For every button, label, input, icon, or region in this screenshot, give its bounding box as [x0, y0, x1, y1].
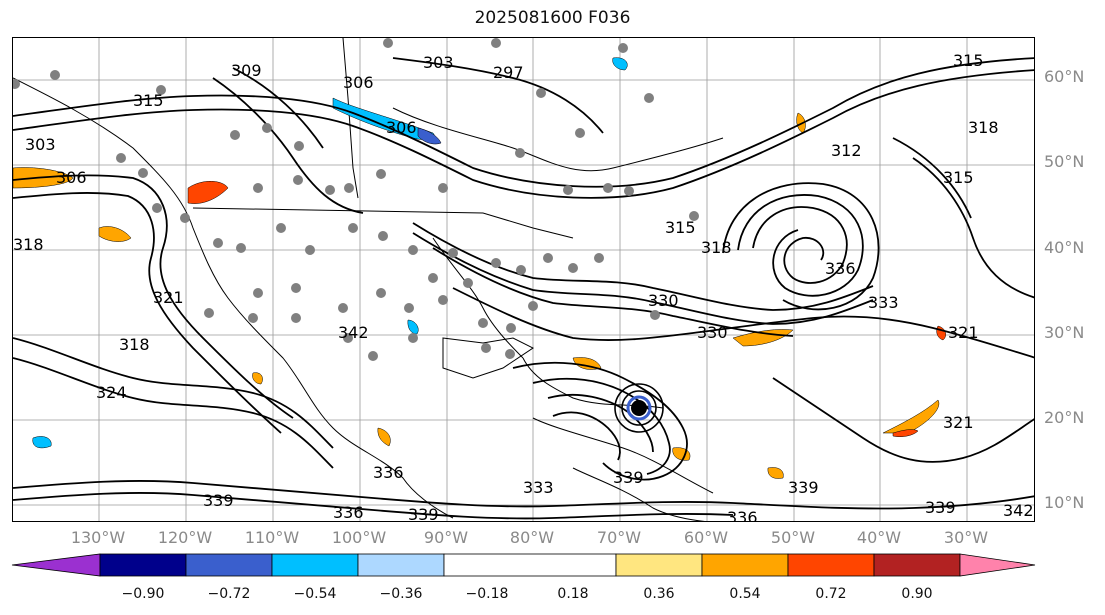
lon-label-120w: 120°W	[157, 528, 213, 547]
colorbar-tick: 0.72	[815, 586, 847, 602]
contour-label: 336	[825, 259, 856, 278]
colorbar-tick: 0.90	[901, 586, 933, 602]
colorbar-bin	[873, 553, 961, 577]
contour-label: 312	[831, 141, 862, 160]
colorbar-bin	[271, 553, 359, 577]
lon-label-80w: 80°W	[509, 528, 555, 547]
contour-label: 303	[423, 53, 454, 72]
contour-label: 330	[648, 291, 679, 310]
contour-labels: 303 306 309 315 303 306 306 297 315 318 …	[13, 51, 1034, 522]
contour-label: 342	[338, 323, 369, 342]
contour-label: 333	[868, 293, 899, 312]
contour-label: 321	[943, 413, 974, 432]
tropical-cyclone	[614, 383, 664, 433]
colorbar-bin	[615, 553, 703, 577]
contour-label: 315	[665, 218, 696, 237]
colorbar-tick: −0.54	[293, 586, 337, 602]
contour-label: 339	[203, 491, 234, 510]
contour-label: 318	[968, 118, 999, 137]
lon-label-60w: 60°W	[683, 528, 729, 547]
colorbar-bin	[185, 553, 273, 577]
colorbar-tick: −0.36	[379, 586, 423, 602]
map-plot: 303 306 309 315 303 306 306 297 315 318 …	[13, 38, 1034, 522]
contour-label: 339	[613, 468, 644, 487]
lon-label-110w: 110°W	[244, 528, 300, 547]
lon-label-30w: 30°W	[943, 528, 989, 547]
map-title: 2025081600 F036	[474, 8, 631, 28]
colorbar-bin	[701, 553, 789, 577]
lat-label-50n: 50°N	[1044, 152, 1085, 171]
lon-label-40w: 40°W	[856, 528, 902, 547]
contour-label: 336	[333, 503, 364, 522]
contour-label: 339	[408, 505, 439, 522]
contour-label: 306	[386, 118, 417, 137]
lon-label-100w: 100°W	[331, 528, 387, 547]
lon-label-90w: 90°W	[423, 528, 469, 547]
contour-label: 321	[948, 323, 979, 342]
lat-label-10n: 10°N	[1044, 493, 1085, 512]
colorbar-tick: 0.18	[557, 586, 589, 602]
contour-label: 306	[343, 73, 374, 92]
contour-label: 324	[96, 383, 127, 402]
colorbar-tick: −0.90	[121, 586, 165, 602]
contour-label: 315	[133, 91, 164, 110]
contour-label: 333	[523, 478, 554, 497]
colorbar-bin	[443, 553, 617, 577]
contour-label: 315	[953, 51, 984, 70]
lon-label-70w: 70°W	[596, 528, 642, 547]
contour-label: 339	[788, 478, 819, 497]
contour-label: 339	[925, 498, 956, 517]
contour-label: 315	[943, 168, 974, 187]
contour-label: 303	[25, 135, 56, 154]
lon-label-130w: 130°W	[70, 528, 126, 547]
contour-label: 336	[727, 508, 758, 522]
colorbar-bin	[357, 553, 445, 577]
contour-label: 318	[119, 335, 150, 354]
contour-label: 321	[153, 288, 184, 307]
contour-label: 318	[13, 235, 44, 254]
contour-label: 309	[231, 61, 262, 80]
contour-label: 297	[493, 63, 524, 82]
colorbar-bin	[99, 553, 187, 577]
graticule	[13, 38, 1034, 521]
lat-label-30n: 30°N	[1044, 323, 1085, 342]
colorbar-extend-low	[11, 553, 101, 577]
contour-label: 336	[373, 463, 404, 482]
contour-label: 306	[56, 168, 87, 187]
contour-label: 330	[697, 323, 728, 342]
colorbar-tick: −0.18	[465, 586, 509, 602]
lat-label-60n: 60°N	[1044, 67, 1085, 86]
colorbar-tick: 0.36	[643, 586, 675, 602]
contour-label: 318	[701, 238, 732, 257]
colorbar-tick: 0.54	[729, 586, 761, 602]
colorbar-extend-high	[959, 553, 1036, 577]
station-markers	[13, 38, 699, 361]
lat-label-40n: 40°N	[1044, 238, 1085, 257]
lon-label-50w: 50°W	[770, 528, 816, 547]
contour-label: 342	[1003, 501, 1034, 520]
colorbar-tick: −0.72	[207, 586, 251, 602]
colorbar	[11, 553, 1036, 577]
lat-label-20n: 20°N	[1044, 408, 1085, 427]
colorbar-bin	[787, 553, 875, 577]
map-panel: 303 306 309 315 303 306 306 297 315 318 …	[12, 37, 1035, 522]
coastlines	[13, 38, 724, 521]
